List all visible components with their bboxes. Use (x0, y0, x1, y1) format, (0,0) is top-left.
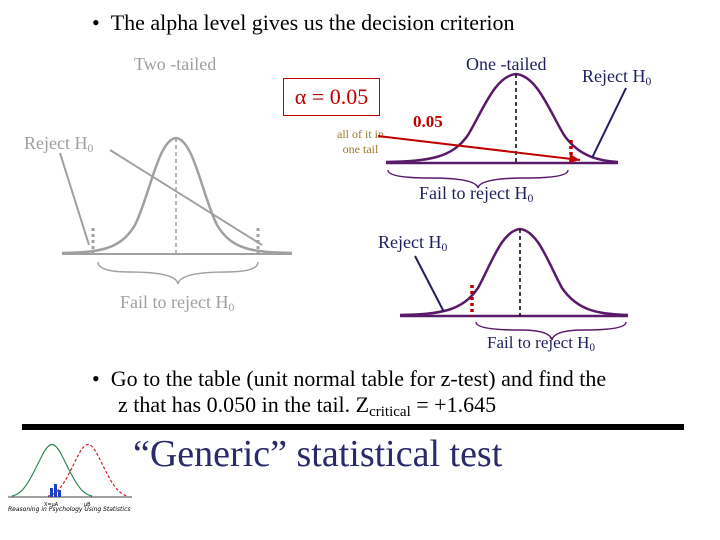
footer-divider (22, 424, 684, 430)
bullet-1: • The alpha level gives us the decision … (92, 10, 515, 36)
reject-h0-sub: 0 (87, 141, 94, 155)
tail-value-label: 0.05 (413, 112, 443, 131)
upper-curve (385, 72, 619, 164)
reject-h0-sub: 0 (645, 74, 652, 88)
thumb-bar (58, 490, 61, 497)
bullet-dot: • (92, 10, 111, 35)
thumb-label-a: X=μA (44, 502, 59, 508)
reject-h0-label-top-right: Reject H0 (582, 66, 651, 88)
two-tailed-diagram (59, 136, 293, 285)
lower-reject-pointer (414, 255, 445, 313)
footer-credit: Reasoning in Psychology Using Statistics (8, 506, 131, 513)
footer-thumbnail: X=μA μB (8, 443, 132, 508)
upper-alpha-pointer (377, 135, 581, 161)
all-of-it-line1: all of it in (337, 127, 384, 141)
upper-brace (387, 169, 569, 189)
bullet-2-line2-sub: critical (369, 403, 411, 420)
alpha-box: α = 0.05 (283, 78, 380, 116)
thumb-bar (54, 484, 57, 497)
bullet-2: • Go to the table (unit normal table for… (92, 366, 606, 392)
fail-text: Fail to reject H (487, 333, 590, 352)
thumb-red-curve (47, 443, 129, 497)
thumb-green-curve (11, 443, 93, 497)
bullet-2-line2: z that has 0.050 in the tail. Zcritical … (118, 392, 496, 425)
fail-sub: 0 (589, 341, 595, 354)
bullet-2-line2-prefix: z that has 0.050 in the tail. Z (118, 392, 370, 417)
reject-h0-sub: 0 (441, 240, 448, 254)
fail-sub: 0 (228, 300, 235, 314)
reject-h0-text: Reject H (24, 133, 88, 153)
two-tailed-label: Two -tailed (134, 54, 217, 74)
all-of-it-line2: one tail (342, 142, 379, 156)
reject-h0-text: Reject H (582, 66, 646, 86)
fail-text: Fail to reject H (419, 183, 528, 203)
two-tailed-right-pointer (109, 149, 263, 246)
upper-alpha-arrowhead (569, 154, 580, 163)
reject-h0-label-lower: Reject H0 (378, 232, 447, 254)
lower-curve (399, 227, 629, 317)
one-tailed-upper-diagram (377, 72, 627, 189)
footer-title: “Generic” statistical test (133, 433, 503, 475)
bullet-2-line2-suffix: = +1.645 (410, 392, 497, 417)
bullet-2-line1: Go to the table (unit normal table for z… (110, 366, 607, 391)
fail-text: Fail to reject H (120, 292, 229, 312)
bullet-1-text: The alpha level gives us the decision cr… (110, 10, 515, 35)
thumb-label-b: μB (84, 502, 91, 508)
all-of-it-note: all of it in one tail (337, 127, 384, 157)
two-tailed-left-pointer (59, 152, 90, 246)
reject-h0-text: Reject H (378, 232, 442, 252)
fail-to-reject-label-two-tailed: Fail to reject H0 (120, 292, 234, 314)
fail-to-reject-label-one-tailed: Fail to reject H0 (419, 183, 533, 205)
reject-h0-label-left: Reject H0 (24, 133, 93, 155)
lower-brace (475, 321, 627, 341)
fail-sub: 0 (527, 191, 534, 205)
fail-to-reject-label-lower: Fail to reject H0 (487, 333, 595, 354)
one-tailed-label: One -tailed (466, 54, 547, 74)
upper-reject-pointer (591, 87, 627, 159)
two-tailed-brace (97, 261, 259, 285)
thumb-bar (50, 488, 53, 497)
one-tailed-lower-diagram (399, 227, 629, 341)
bullet-dot: • (92, 366, 111, 391)
